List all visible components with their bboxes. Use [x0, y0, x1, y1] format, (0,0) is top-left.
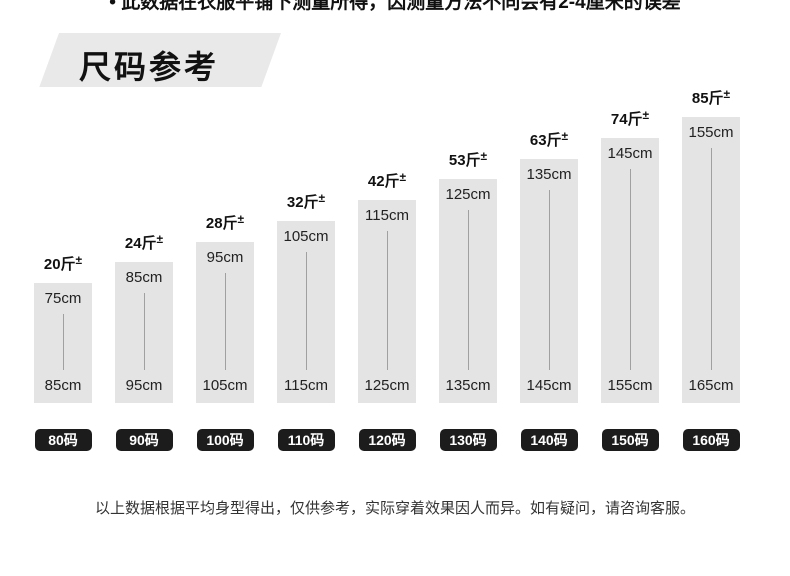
- plus-minus-sign: ±: [75, 253, 83, 267]
- height-min-label: 145cm: [607, 145, 653, 162]
- height-range-bar: 105cm 115cm: [277, 221, 335, 403]
- plus-minus-sign: ±: [399, 170, 407, 184]
- range-line: [467, 210, 469, 370]
- height-range-bar: 155cm 165cm: [682, 117, 740, 403]
- size-badge: 110码: [277, 429, 335, 451]
- weight-value: 85斤: [691, 90, 724, 107]
- height-range-bar: 135cm 145cm: [520, 159, 578, 403]
- weight-value: 32斤: [286, 194, 319, 211]
- size-column-110: 32斤± 105cm 115cm 110码: [277, 191, 335, 451]
- range-line: [224, 273, 226, 370]
- range-line: [629, 169, 631, 370]
- height-range-bar: 85cm 95cm: [115, 262, 173, 403]
- size-badge: 120码: [358, 429, 416, 451]
- plus-minus-sign: ±: [480, 149, 488, 163]
- size-bar-chart: 20斤± 75cm 85cm 80码 24斤± 85cm 95cm 90码 28…: [34, 87, 740, 451]
- height-min-label: 125cm: [445, 186, 491, 203]
- range-line: [305, 252, 307, 370]
- size-column-80: 20斤± 75cm 85cm 80码: [34, 253, 92, 451]
- weight-value: 53斤: [448, 152, 481, 169]
- height-max-label: 165cm: [688, 377, 734, 394]
- plus-minus-sign: ±: [318, 191, 326, 205]
- height-min-label: 135cm: [526, 166, 572, 183]
- height-range-bar: 125cm 135cm: [439, 179, 497, 403]
- range-line: [548, 190, 550, 370]
- height-max-label: 115cm: [284, 377, 328, 394]
- plus-minus-sign: ±: [642, 108, 650, 122]
- weight-value: 28斤: [205, 215, 238, 232]
- size-badge: 140码: [520, 429, 578, 451]
- height-range-bar: 75cm 85cm: [34, 283, 92, 403]
- size-reference-header: 尺码参考: [35, 33, 295, 89]
- weight-label: 42斤±: [368, 170, 406, 191]
- height-max-label: 145cm: [526, 377, 572, 394]
- size-column-120: 42斤± 115cm 125cm 120码: [358, 170, 416, 451]
- height-range-bar: 145cm 155cm: [601, 138, 659, 403]
- plus-minus-sign: ±: [156, 232, 164, 246]
- height-max-label: 135cm: [445, 377, 491, 394]
- size-badge: 160码: [682, 429, 740, 451]
- height-max-label: 105cm: [202, 377, 248, 394]
- plus-minus-sign: ±: [237, 212, 245, 226]
- plus-minus-sign: ±: [561, 129, 569, 143]
- height-max-label: 125cm: [364, 377, 410, 394]
- size-column-130: 53斤± 125cm 135cm 130码: [439, 149, 497, 451]
- weight-label: 74斤±: [611, 108, 649, 129]
- footer-disclaimer: 以上数据根据平均身型得出，仅供参考，实际穿着效果因人而异。如有疑问，请咨询客服。: [94, 500, 695, 517]
- range-line: [62, 314, 64, 370]
- weight-label: 28斤±: [206, 212, 244, 233]
- weight-label: 24斤±: [125, 232, 163, 253]
- weight-value: 24斤: [124, 235, 157, 252]
- page-title: 尺码参考: [79, 49, 220, 85]
- height-range-bar: 95cm 105cm: [196, 242, 254, 403]
- range-line: [386, 231, 388, 370]
- height-min-label: 115cm: [365, 207, 409, 224]
- height-min-label: 75cm: [44, 290, 82, 307]
- weight-label: 20斤±: [44, 253, 82, 274]
- range-line: [143, 293, 145, 370]
- measurement-disclaimer: • 此数据在衣服平铺下测量所得，因测量方法不同会有2-4厘米的误差: [109, 0, 681, 13]
- size-column-100: 28斤± 95cm 105cm 100码: [196, 212, 254, 451]
- size-column-160: 85斤± 155cm 165cm 160码: [682, 87, 740, 451]
- weight-label: 85斤±: [692, 87, 730, 108]
- height-min-label: 95cm: [206, 249, 244, 266]
- plus-minus-sign: ±: [723, 87, 731, 101]
- height-min-label: 105cm: [283, 228, 329, 245]
- weight-value: 74斤: [610, 111, 643, 128]
- weight-label: 32斤±: [287, 191, 325, 212]
- size-column-140: 63斤± 135cm 145cm 140码: [520, 129, 578, 451]
- weight-label: 53斤±: [449, 149, 487, 170]
- height-max-label: 155cm: [607, 377, 653, 394]
- range-line: [710, 148, 712, 370]
- weight-value: 63斤: [529, 132, 562, 149]
- weight-label: 63斤±: [530, 129, 568, 150]
- weight-value: 42斤: [367, 173, 400, 190]
- size-badge: 100码: [196, 429, 254, 451]
- size-badge: 80码: [34, 429, 92, 451]
- size-column-150: 74斤± 145cm 155cm 150码: [601, 108, 659, 451]
- size-badge: 130码: [439, 429, 497, 451]
- size-column-90: 24斤± 85cm 95cm 90码: [115, 232, 173, 451]
- height-min-label: 155cm: [688, 124, 734, 141]
- height-min-label: 85cm: [125, 269, 163, 286]
- size-badge: 90码: [115, 429, 173, 451]
- height-max-label: 95cm: [125, 377, 163, 394]
- height-max-label: 85cm: [44, 377, 82, 394]
- height-range-bar: 115cm 125cm: [358, 200, 416, 403]
- size-badge: 150码: [601, 429, 659, 451]
- weight-value: 20斤: [43, 256, 76, 273]
